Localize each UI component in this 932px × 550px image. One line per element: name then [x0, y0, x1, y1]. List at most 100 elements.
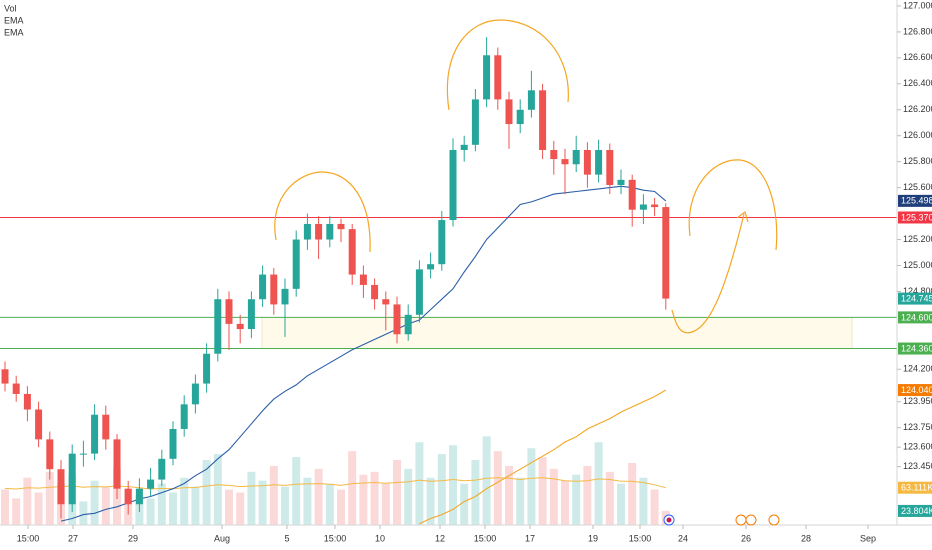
volume-bar: [157, 483, 166, 525]
volume-bar: [79, 501, 88, 525]
candle-body: [628, 179, 636, 210]
volume-bar: [1, 489, 9, 525]
x-tick-label: 28: [801, 533, 811, 543]
candle-body: [494, 55, 502, 100]
arrow-head: [736, 211, 749, 223]
price-badge-label: 124.745: [901, 293, 932, 303]
x-tick-label: 10: [375, 533, 385, 543]
x-tick-label: 15:00: [17, 533, 40, 543]
candle-body: [393, 304, 401, 335]
x-tick-label: 15:00: [629, 533, 652, 543]
price-badge: [898, 504, 932, 517]
event-icons: [663, 514, 780, 526]
candle-body: [303, 223, 311, 240]
event-icon[interactable]: [768, 514, 780, 526]
candle-body: [348, 229, 356, 275]
volume-bar: [460, 483, 469, 525]
y-tick-label: 126.200: [903, 104, 932, 114]
x-tick-label: 17: [525, 533, 535, 543]
candle-body: [214, 299, 222, 354]
volume-bar: [169, 492, 177, 525]
right-shoulder-arc: [688, 159, 778, 251]
y-tick-label: 125.600: [903, 182, 932, 192]
candle-body: [505, 99, 513, 125]
x-tick-label: 15:00: [474, 533, 497, 543]
event-icon[interactable]: [745, 514, 757, 526]
annotations: [274, 19, 778, 334]
volume-bar: [617, 483, 625, 525]
x-tick-label: Sep: [860, 533, 876, 543]
candle-body: [483, 55, 491, 100]
candle-body: [23, 393, 31, 410]
price-badge: [898, 384, 932, 397]
volume-bar: [393, 460, 401, 525]
volume-bar: [426, 477, 435, 525]
candle-body: [124, 488, 132, 505]
candle-body: [337, 223, 345, 230]
y-tick-label: 125.800: [903, 156, 932, 166]
volume-bar: [90, 480, 99, 525]
candle-body: [583, 150, 591, 175]
price-badge: [898, 311, 932, 324]
volume-bar: [549, 468, 558, 525]
x-tick-label: 27: [68, 533, 78, 543]
volume-bar: [258, 480, 267, 525]
event-icon-dot: [666, 517, 672, 523]
event-icon[interactable]: [735, 514, 747, 526]
x-tick-label: Aug: [214, 533, 230, 543]
volume-bar: [572, 474, 581, 525]
arrow-path: [671, 213, 745, 334]
candle-body: [527, 90, 535, 110]
volume-bar: [538, 457, 547, 525]
candle-body: [292, 239, 300, 289]
head-arc: [446, 19, 569, 111]
y-tick-label: 125.200: [903, 234, 932, 244]
volume-bar: [359, 474, 368, 525]
candle-body: [438, 220, 446, 265]
volume-bar: [325, 483, 334, 525]
volume-bar: [471, 460, 480, 525]
candle-body: [270, 274, 278, 305]
candle-body: [158, 458, 166, 480]
volume-bar: [381, 483, 390, 525]
candle-body: [113, 439, 121, 489]
candle-body: [516, 109, 524, 125]
candle-body: [12, 383, 20, 394]
x-tick-label: 12: [435, 533, 445, 543]
price-badge: [898, 342, 932, 355]
candle-body: [91, 414, 99, 454]
x-tick-label: 26: [741, 533, 751, 543]
volume-bar: [415, 442, 424, 525]
x-tick-label: 24: [678, 533, 688, 543]
candle-body: [449, 150, 457, 221]
volume-bar: [12, 498, 21, 525]
x-tick-label: 5: [284, 533, 289, 543]
candle-body: [57, 469, 65, 505]
volume-bar: [605, 471, 614, 525]
candle-body: [135, 488, 143, 505]
candle-body: [326, 223, 334, 240]
candle-body: [169, 428, 177, 459]
candle-body: [617, 179, 625, 186]
candle-body: [191, 383, 199, 405]
legend-vol: Vol: [4, 3, 17, 13]
volume-bar: [225, 489, 233, 525]
price-badge-label: 125.498: [901, 196, 932, 206]
volume-bar: [146, 498, 155, 525]
volume-bar: [236, 492, 245, 525]
candle-body: [315, 223, 323, 240]
volume-bar: [303, 477, 312, 525]
y-tick-label: 123.450: [903, 461, 932, 471]
candle-body: [606, 150, 614, 186]
candle-body: [595, 150, 603, 175]
candle-body: [247, 299, 255, 330]
candle-body: [236, 323, 244, 330]
volume-bar: [482, 436, 491, 525]
price-badge-label: 125.370: [901, 212, 932, 222]
candle-body: [147, 479, 155, 489]
volume-bar: [314, 468, 323, 525]
candle-body: [180, 404, 188, 429]
volume-bar: [281, 486, 289, 525]
volume-bar: [213, 454, 222, 525]
volume-bar: [561, 480, 569, 525]
